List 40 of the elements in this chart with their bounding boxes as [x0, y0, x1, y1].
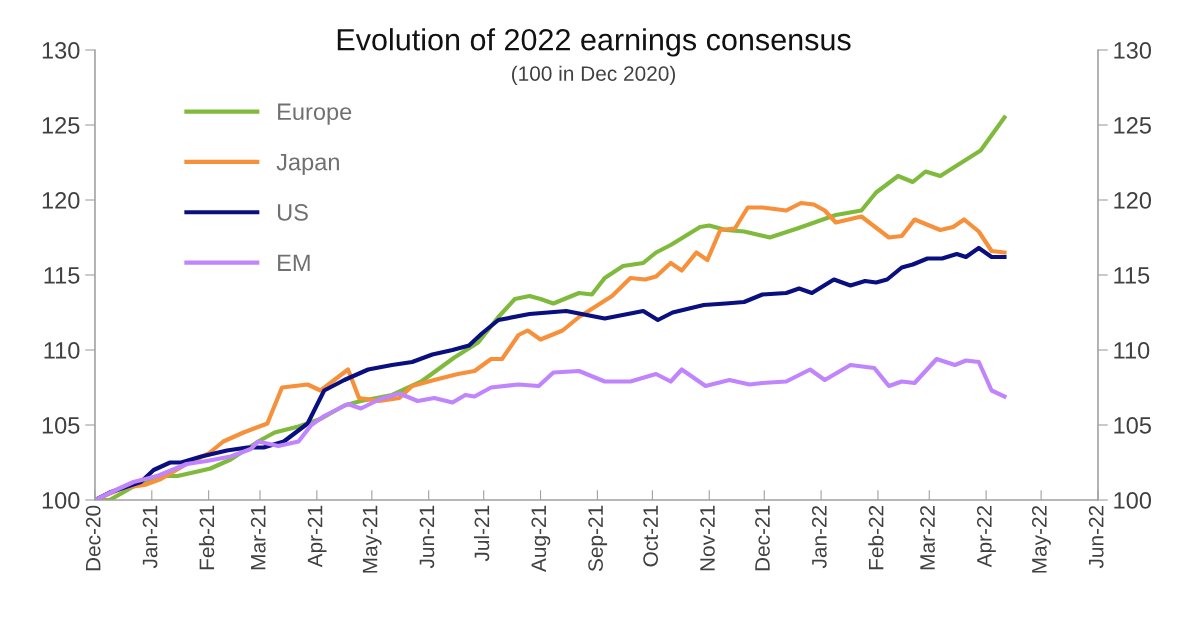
x-tick-label: May-21	[362, 505, 382, 573]
y-tick-label: 125	[42, 117, 80, 134]
legend-label: US	[277, 204, 308, 221]
y2-tick-label: 105	[1114, 417, 1151, 434]
y2-tick-label: 130	[1114, 42, 1152, 59]
x-tick-label: Apr-22	[976, 505, 996, 568]
legend-label: Europe	[278, 103, 352, 125]
x-tick-label: Dec-21	[755, 505, 770, 571]
x-tick-label: Jan-21	[142, 505, 158, 569]
x-tick-label: Apr-21	[307, 505, 327, 568]
x-tick-label: Feb-21	[198, 505, 215, 570]
y-tick-label: 115	[44, 267, 80, 284]
legend-label: Japan	[276, 153, 339, 176]
x-tick-label: Nov-21	[700, 505, 715, 571]
y2-tick-label: 115	[1114, 267, 1150, 284]
y-tick-label: 120	[42, 192, 80, 209]
x-tick-label: Jul-21	[473, 505, 490, 562]
x-tick-label: Aug-21	[531, 505, 551, 572]
x-tick-label: Mar-21	[250, 505, 266, 570]
x-tick-label: Jun-22	[1088, 505, 1104, 569]
y2-tick-label: 110	[1114, 342, 1150, 359]
y-tick-label: 130	[42, 42, 80, 59]
y2-tick-label: 120	[1114, 192, 1152, 209]
y-tick-label: 100	[42, 492, 80, 509]
x-tick-label: May-22	[1031, 505, 1051, 573]
text: (100 in Dec 2020)	[511, 65, 676, 86]
x-tick-label: Feb-22	[868, 505, 884, 570]
x-tick-label: Jan-22	[811, 505, 827, 569]
chart-title: Evolution of 2022 earnings consensus	[337, 28, 851, 57]
x-tick-label: Mar-22	[920, 505, 935, 570]
y2-tick-label: 125	[1114, 117, 1151, 134]
y-tick-label: 110	[44, 342, 80, 359]
x-tick-label: Dec-20	[85, 505, 101, 571]
x-tick-label: Oct-21	[643, 505, 658, 567]
x-tick-label: Sep-21	[588, 505, 608, 572]
legend-label: EM	[278, 254, 310, 271]
y2-tick-label: 100	[1114, 492, 1152, 509]
y-tick-label: 105	[42, 417, 80, 434]
line-series	[94, 356, 1007, 500]
x-tick-label: Jun-21	[419, 505, 435, 569]
